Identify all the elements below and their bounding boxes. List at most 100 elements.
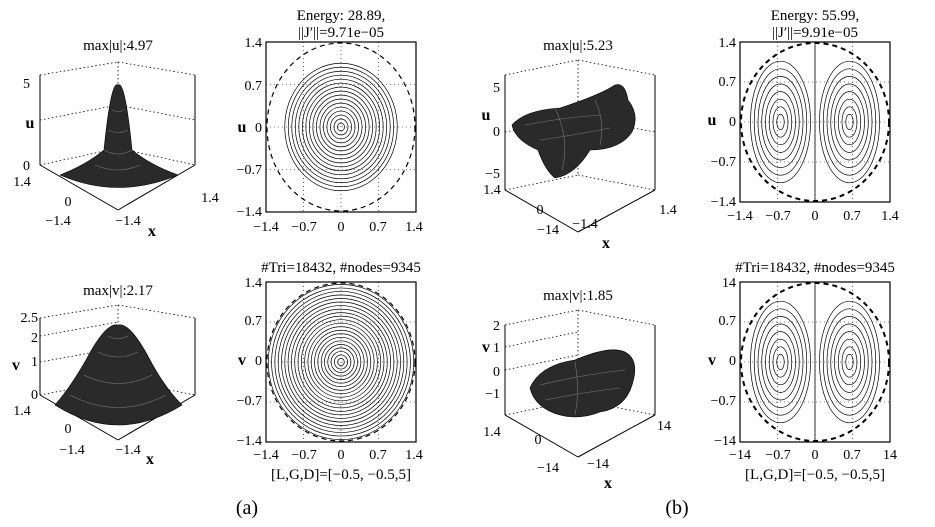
contour-line <box>314 333 368 391</box>
b-u-surface-plot: max|u|:5.23 u 5 0 −5 1.4 0 −14 1.4 −1.4 … <box>482 38 677 252</box>
contour-line <box>297 315 385 409</box>
b-u-surface-xlabel: x <box>602 235 610 252</box>
contour-line <box>337 122 345 132</box>
contour-line <box>837 338 862 386</box>
a-v-surface-ztick-2: 1 <box>31 355 38 370</box>
a-u-surface-plot: max|u|:4.97 u 5 0 1.4 0 −1.4 1.4 −1.4 x <box>13 38 219 240</box>
a-u-contour-xtick-1: −0.7 <box>291 220 316 235</box>
contour-line <box>305 86 377 168</box>
a-v-contour-bottom-label: [L,G,D]=[−0.5, −0.5,5] <box>271 467 411 483</box>
b-v-surface-ztick-2: 0 <box>493 365 500 380</box>
a-u-contour-ytick-0: 1.4 <box>245 36 263 51</box>
contour-line <box>757 76 804 168</box>
b-u-surface-title: max|u|:5.23 <box>543 38 613 54</box>
contour-line <box>287 305 395 419</box>
a-u-contour-xtick-4: 1.4 <box>405 220 423 235</box>
b-u-contour-rings <box>740 42 890 202</box>
b-v-surface-ltick-1: 0 <box>535 433 542 448</box>
contour-line <box>330 351 352 373</box>
a-v-contour-ylabel: v <box>238 352 246 369</box>
b-u-contour-xtick-1: −0.7 <box>765 209 790 224</box>
contour-line <box>750 300 811 424</box>
a-v-contour-xtick-1: −0.7 <box>291 448 316 463</box>
b-u-surface-ltick-1: 0 <box>537 203 544 218</box>
a-u-surface-mesh <box>59 84 179 188</box>
b-v-surface-xlabel: x <box>604 475 612 492</box>
a-u-contour-ytick-3: −0.7 <box>237 163 262 178</box>
b-u-surface-ztick-0: 5 <box>493 81 500 96</box>
contour-line <box>822 308 877 416</box>
b-v-contour-ytick-1: 0.7 <box>719 314 737 329</box>
b-v-contour-ylabel: v <box>708 352 716 369</box>
b-u-contour-title-1: Energy: 55.99, <box>771 8 859 24</box>
contour-line <box>765 91 796 153</box>
contour-line <box>768 338 793 386</box>
b-u-surface-zlabel: u <box>482 107 491 124</box>
a-u-surface-ztick-0: 5 <box>23 77 30 92</box>
contour-line <box>310 329 372 395</box>
b-v-contour-plot: #Tri=18432, #nodes=9345 v 14 0.7 0 −0.7 … <box>708 260 897 483</box>
contour-line <box>294 312 388 412</box>
contour-line <box>326 110 356 144</box>
a-v-surface-ltick-0: 1.4 <box>13 404 31 419</box>
a-v-contour-ytick-3: −0.7 <box>237 394 262 409</box>
b-u-contour-ytick-0: 1.4 <box>719 36 737 51</box>
b-u-contour-plot: Energy: 55.99, ||J′||=9.91e−05 u 1.4 0.7… <box>708 8 899 224</box>
a-v-surface-ztick-3: 0 <box>31 388 38 403</box>
b-u-surface-mesh <box>511 84 636 179</box>
a-v-surface-ztick-1: 2 <box>31 331 38 346</box>
contour-line <box>298 78 384 176</box>
contour-line <box>320 340 362 384</box>
a-v-contour-xtick-3: 0.7 <box>369 448 387 463</box>
a-v-surface-title: max|v|:2.17 <box>83 283 153 299</box>
b-v-contour-title: #Tri=18432, #nodes=9345 <box>735 260 895 276</box>
contour-line <box>337 358 345 366</box>
contour-line <box>284 301 398 423</box>
b-v-surface-ltick-2: −14 <box>537 461 559 476</box>
contour-line <box>830 323 869 401</box>
a-u-contour-xtick-0: −1.4 <box>253 220 278 235</box>
b-v-contour-xtick-0: −14 <box>729 448 751 463</box>
contour-line <box>319 102 363 152</box>
a-v-contour-ytick-2: 0 <box>255 354 262 369</box>
a-v-contour-ytick-0: 1.4 <box>245 276 263 291</box>
b-u-contour-ytick-2: 0 <box>729 115 736 130</box>
contour-line <box>761 83 800 161</box>
a-v-contour-ytick-1: 0.7 <box>245 314 263 329</box>
contour-line <box>334 354 348 370</box>
contour-line <box>841 106 858 138</box>
b-v-surface-ztick-1: 1 <box>493 341 500 356</box>
contour-line <box>284 62 398 192</box>
contour-line <box>323 106 359 148</box>
caption-b: (b) <box>665 497 688 519</box>
b-v-contour-xtick-4: 14 <box>883 448 897 463</box>
contour-line <box>845 354 854 370</box>
a-u-surface-ltick-0: 1.4 <box>13 175 31 190</box>
b-v-contour-xtick-2: 0 <box>812 448 819 463</box>
contour-line <box>776 354 785 370</box>
b-v-surface-mesh <box>529 349 636 418</box>
b-v-surface-rtick-1: −14 <box>587 457 609 472</box>
a-v-contour-xtick-2: 0 <box>338 448 345 463</box>
a-v-contour-xtick-0: −1.4 <box>253 448 278 463</box>
contour-line <box>267 284 415 440</box>
a-u-contour-title-1: Energy: 28.89, <box>297 8 385 24</box>
b-u-surface-ztick-2: −5 <box>485 167 500 182</box>
contour-line <box>772 346 789 378</box>
a-u-contour-plot: Energy: 28.89, ||J′||=9.71e−05 u 1.4 0.7… <box>237 8 423 235</box>
a-v-surface-mesh <box>54 324 183 426</box>
a-u-surface-zlabel: u <box>26 115 35 132</box>
contour-line <box>776 114 785 130</box>
b-v-surface-rtick-0: 14 <box>657 419 671 434</box>
a-v-contour-xtick-4: 1.4 <box>405 448 423 463</box>
a-u-contour-title-2: ||J′||=9.71e−05 <box>298 25 384 41</box>
contour-line <box>301 82 381 172</box>
b-u-surface-rtick-1: −1.4 <box>572 217 597 232</box>
b-v-surface-ltick-0: 1.4 <box>483 425 501 440</box>
a-u-contour-xtick-3: 0.7 <box>369 220 387 235</box>
a-u-surface-rtick-1: −1.4 <box>115 214 140 229</box>
b-v-contour-xtick-1: −0.7 <box>765 448 790 463</box>
b-u-contour-xtick-0: −1.4 <box>727 209 752 224</box>
a-v-surface-plot: max|v|:2.17 v 2.5 2 1 0 1.4 0 −1.4 −1.4 … <box>12 283 196 468</box>
